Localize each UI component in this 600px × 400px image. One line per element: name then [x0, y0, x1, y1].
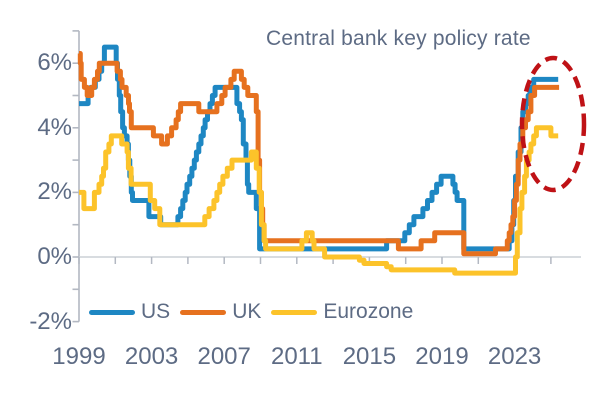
legend-swatch-us: [89, 309, 135, 315]
y-axis-label: 6%: [37, 49, 72, 77]
legend: US UK Eurozone: [89, 300, 413, 324]
legend-item-uk: UK: [180, 300, 261, 324]
chart-title: Central bank key policy rate: [266, 27, 531, 50]
series-line-uk: [77, 51, 560, 257]
x-axis-label: 2003: [124, 343, 179, 370]
legend-item-us: US: [89, 300, 170, 324]
y-axis-label: 0%: [37, 243, 72, 270]
x-axis-label: 1999: [52, 343, 106, 370]
series-line-us: [79, 44, 559, 252]
legend-label: UK: [232, 300, 262, 323]
x-axis-label: 2019: [415, 343, 469, 370]
legend-label: US: [141, 300, 171, 323]
x-axis-label: 2015: [342, 343, 397, 370]
x-axis-label: 2007: [197, 343, 251, 370]
series-line-eurozone: [79, 125, 559, 276]
y-axis-label: 2%: [37, 178, 72, 206]
legend-label: Eurozone: [323, 300, 414, 323]
x-axis-label: 2023: [487, 343, 542, 370]
highlight-ellipse-annotation: [519, 55, 587, 193]
y-axis-label: -2%: [29, 307, 72, 335]
y-axis-label: 4%: [37, 113, 72, 141]
legend-swatch-uk: [180, 309, 227, 315]
legend-swatch-eurozone: [271, 309, 318, 315]
legend-item-eurozone: Eurozone: [271, 300, 413, 324]
x-axis-label: 2011: [270, 343, 323, 370]
